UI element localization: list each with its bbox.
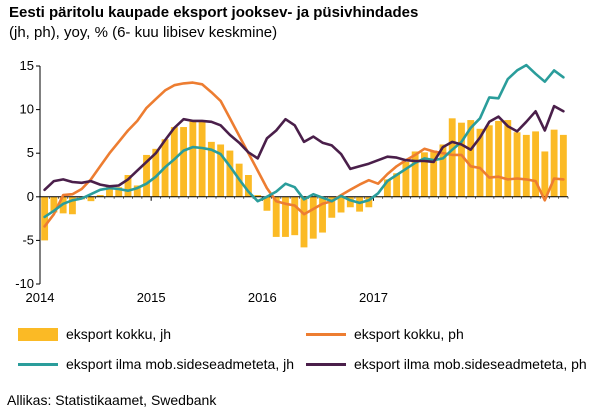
y-tick-label: 15	[20, 58, 34, 73]
x-tick-label: 2016	[248, 290, 277, 305]
bar-eksport-kokku-jh	[495, 120, 502, 197]
line-ilma-mob-jh	[43, 63, 565, 219]
bar-eksport-kokku-jh	[291, 196, 299, 236]
bar-eksport-kokku-jh	[393, 173, 401, 197]
legend-swatch-line	[306, 332, 346, 336]
chart-title: Eesti päritolu kaupade eksport jooksev- …	[9, 4, 419, 21]
bar-eksport-kokku-jh	[532, 131, 540, 197]
bar-eksport-kokku-jh	[300, 196, 308, 248]
chart-subtitle: (jh, ph), yoy, % (6- kuu libisev keskmin…	[9, 24, 278, 41]
bar-eksport-kokku-jh	[430, 150, 438, 197]
bar-eksport-kokku-jh	[189, 120, 197, 197]
bar-eksport-kokku-jh	[439, 144, 447, 197]
legend-item-eksport-kokku-ph: eksport kokku, ph	[306, 326, 464, 342]
bar-eksport-kokku-jh	[50, 196, 58, 213]
y-tick-label: -5	[22, 232, 34, 247]
bar-eksport-kokku-jh	[272, 196, 280, 237]
bar-eksport-kokku-jh	[309, 196, 317, 239]
bar-eksport-kokku-jh	[133, 185, 141, 197]
bar-eksport-kokku-jh	[96, 195, 104, 197]
y-tick-label: 5	[27, 145, 34, 160]
bar-eksport-kokku-jh	[346, 196, 354, 208]
bar-eksport-kokku-jh	[476, 128, 484, 197]
bar-eksport-kokku-jh	[337, 196, 345, 213]
bar-eksport-kokku-jh	[124, 175, 132, 197]
bar-eksport-kokku-jh	[152, 148, 160, 197]
bar-eksport-kokku-jh	[207, 141, 215, 197]
x-tick-label: 2015	[137, 290, 166, 305]
line-eksport-kokku-ph	[43, 81, 565, 228]
legend-item-ilma-mob-ph: eksport ilma mob.sideseadmeteta, ph	[306, 356, 587, 372]
bar-eksport-kokku-jh	[106, 186, 113, 197]
legend-item-ilma-mob-jh: eksport ilma mob.sideseadmeteta, jh	[18, 356, 294, 372]
legend-item-eksport-kokku-jh: eksport kokku, jh	[18, 326, 171, 342]
bar-eksport-kokku-jh	[504, 120, 512, 197]
bar-eksport-kokku-jh	[522, 134, 530, 197]
y-tick-label: 10	[20, 102, 34, 117]
bar-eksport-kokku-jh	[41, 196, 49, 241]
bar-eksport-kokku-jh	[458, 122, 465, 197]
bar-eksport-kokku-jh	[402, 161, 410, 197]
y-tick-label: 0	[27, 189, 34, 204]
bar-eksport-kokku-jh	[485, 125, 493, 197]
bar-eksport-kokku-jh	[448, 118, 456, 197]
bar-eksport-kokku-jh	[328, 196, 336, 218]
y-tick-label: -10	[15, 276, 34, 291]
x-tick-label: 2017	[359, 290, 388, 305]
bar-eksport-kokku-jh	[365, 196, 373, 208]
legend-label: eksport kokku, jh	[66, 326, 172, 342]
bar-eksport-kokku-jh	[550, 129, 558, 197]
bar-eksport-kokku-jh	[541, 151, 549, 197]
bar-eksport-kokku-jh	[68, 196, 76, 215]
legend-swatch-bar	[18, 327, 58, 341]
bar-eksport-kokku-jh	[180, 127, 188, 197]
bar-eksport-kokku-jh	[226, 150, 234, 197]
legend-swatch-line	[306, 362, 346, 366]
legend-label: eksport ilma mob.sideseadmeteta, ph	[354, 356, 587, 372]
bar-eksport-kokku-jh	[217, 144, 225, 197]
bar-eksport-kokku-jh	[559, 134, 567, 197]
bar-eksport-kokku-jh	[87, 196, 95, 202]
bar-eksport-kokku-jh	[420, 152, 428, 197]
line-ilma-mob-ph	[43, 104, 565, 192]
bar-eksport-kokku-jh	[411, 151, 419, 197]
legend-label: eksport ilma mob.sideseadmeteta, jh	[66, 356, 294, 372]
bar-eksport-kokku-jh	[198, 120, 206, 197]
bar-eksport-kokku-jh	[383, 179, 391, 197]
bar-eksport-kokku-jh	[263, 196, 271, 211]
bar-eksport-kokku-jh	[513, 132, 521, 197]
legend-label: eksport kokku, ph	[354, 326, 464, 342]
bar-eksport-kokku-jh	[170, 127, 178, 197]
bar-eksport-kokku-jh	[115, 187, 123, 197]
bar-eksport-kokku-jh	[467, 120, 475, 197]
bar-eksport-kokku-jh	[356, 196, 364, 212]
chart-plot: -10 -5 0 5 10 15 2014 2015 2016 2017	[15, 58, 569, 305]
bar-eksport-kokku-jh	[319, 196, 326, 233]
bar-eksport-kokku-jh	[282, 196, 289, 237]
x-tick-label: 2014	[26, 290, 55, 305]
bar-eksport-kokku-jh	[143, 154, 150, 197]
source-note: Allikas: Statistikaamet, Swedbank	[7, 392, 217, 408]
bar-eksport-kokku-jh	[254, 195, 262, 197]
legend-swatch-line	[18, 362, 58, 366]
bar-eksport-kokku-jh	[244, 175, 252, 197]
